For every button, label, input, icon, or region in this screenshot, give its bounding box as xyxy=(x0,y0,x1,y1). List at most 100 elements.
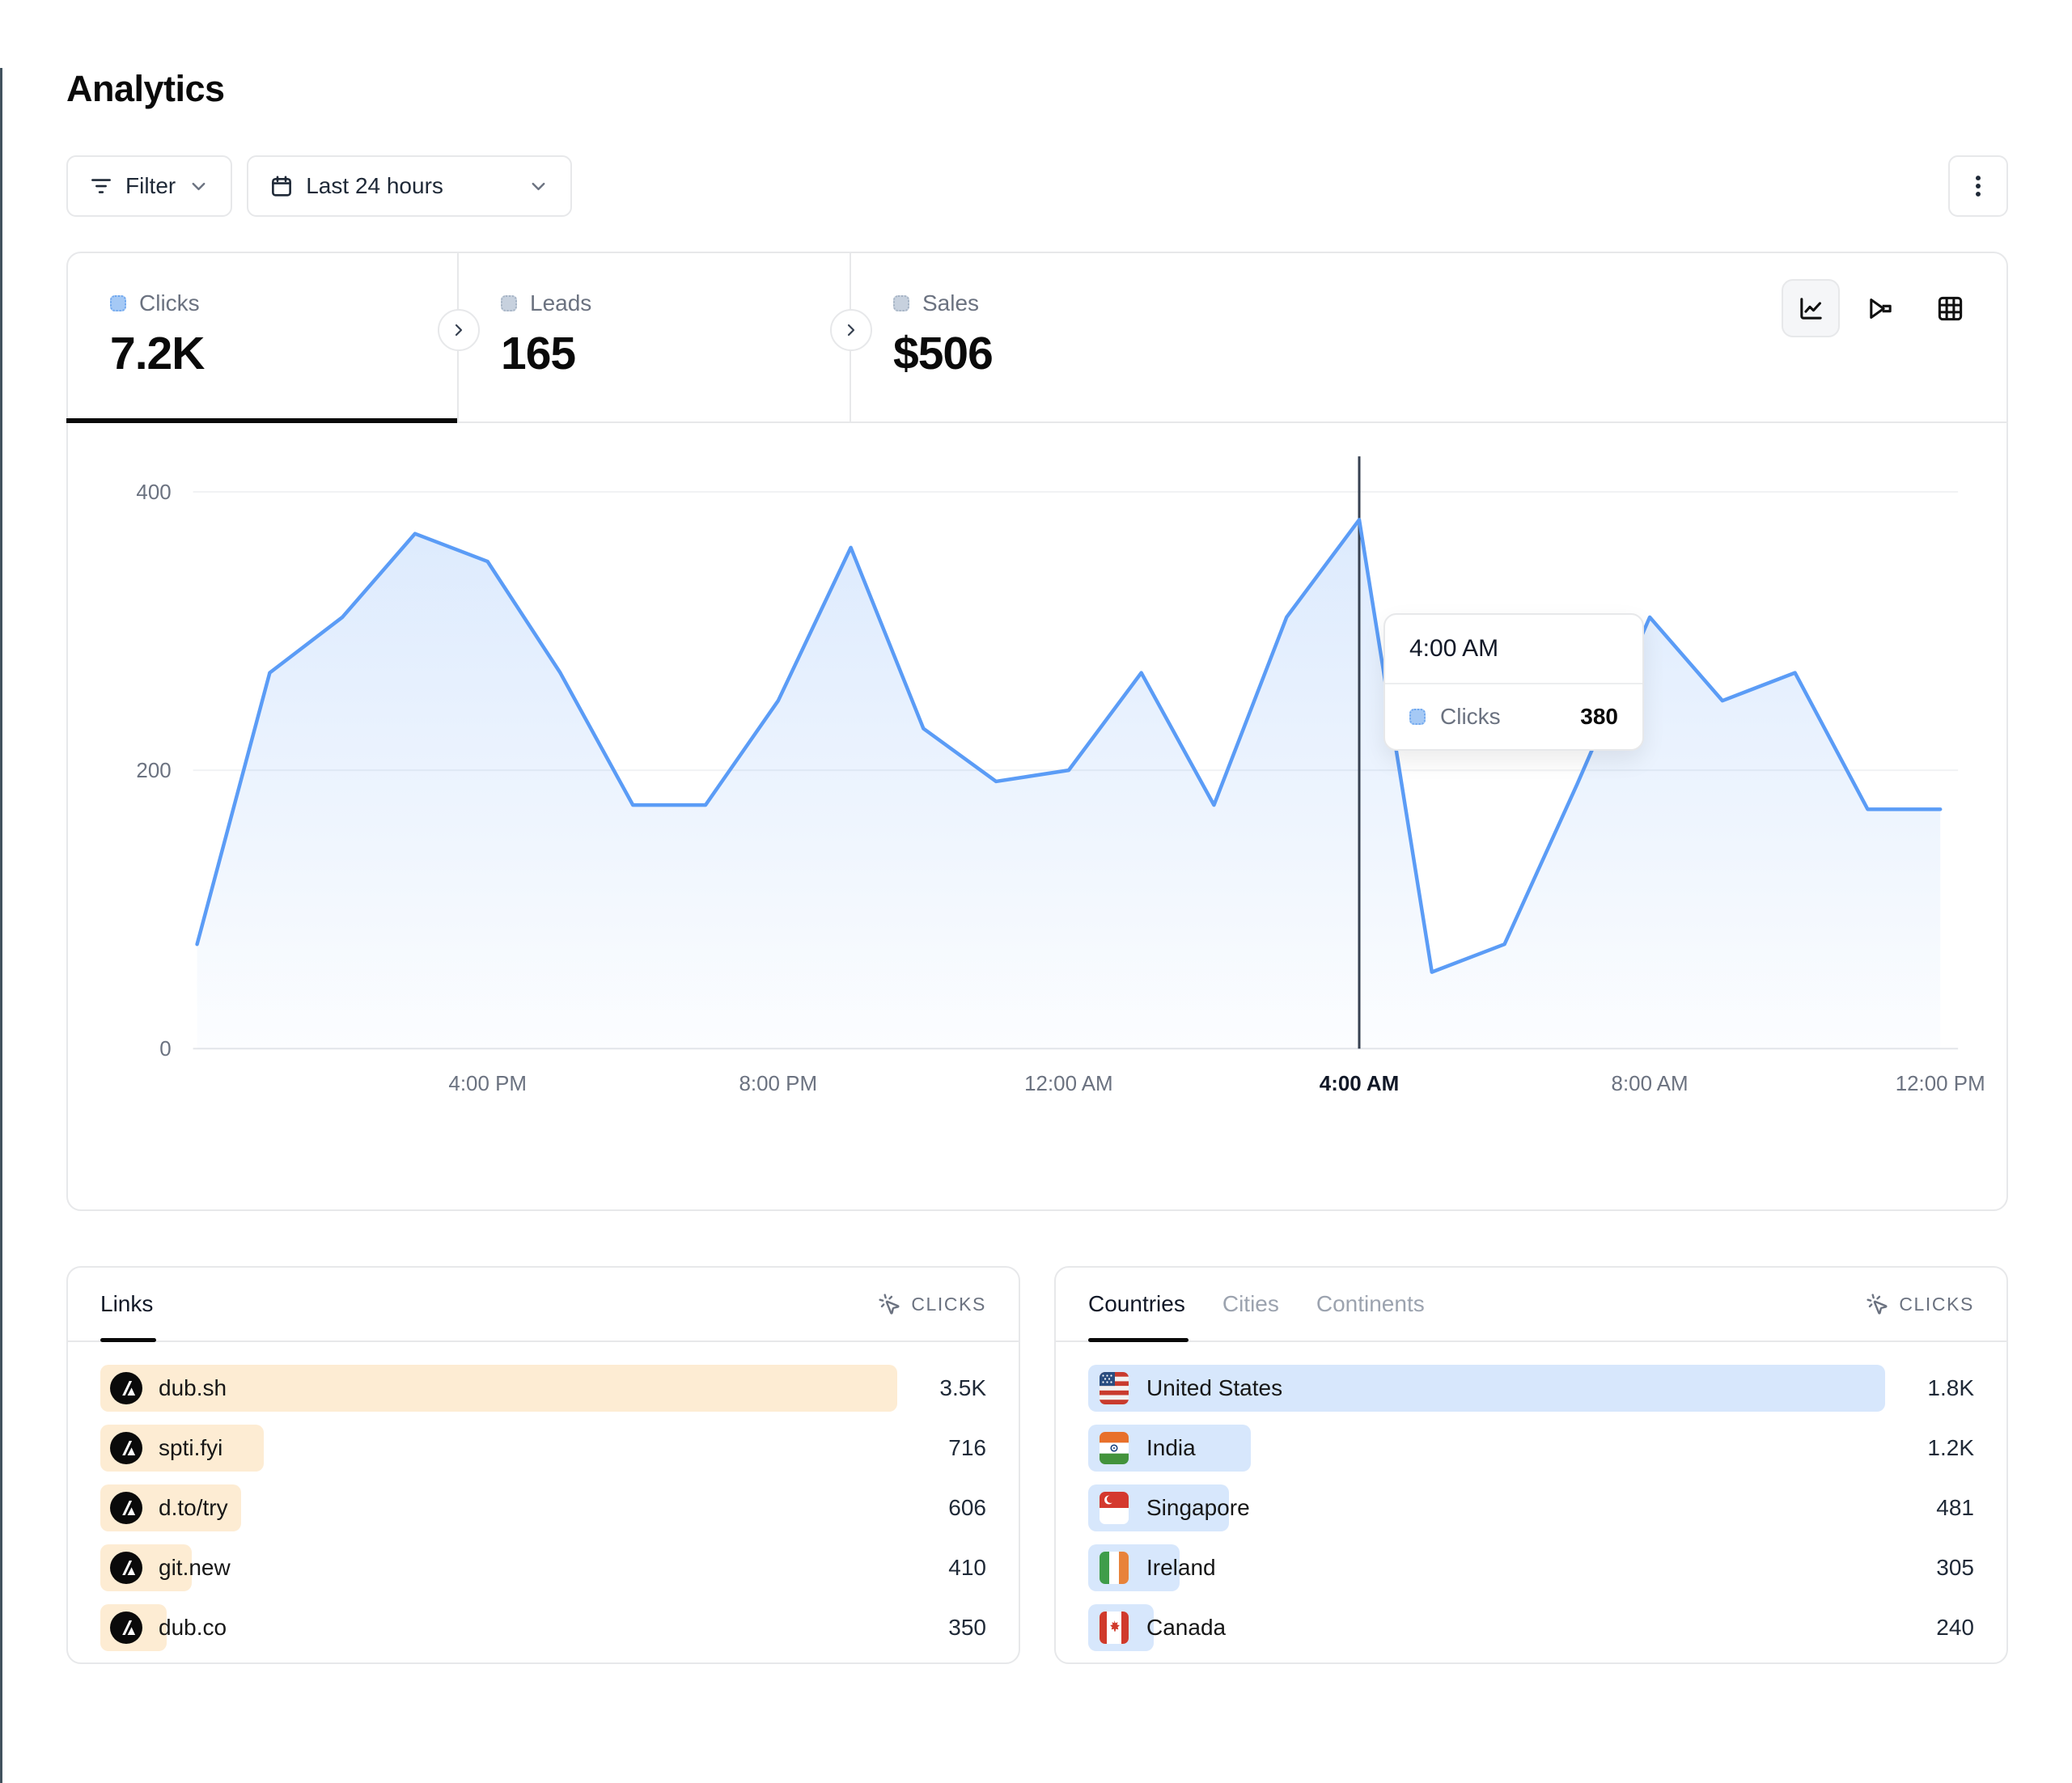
line-chart-view-button[interactable] xyxy=(1782,279,1840,337)
clicks-series-swatch xyxy=(110,295,126,311)
link-label: spti.fyi xyxy=(159,1435,223,1460)
metric-label: CLICKS xyxy=(1899,1293,1974,1315)
svg-text:4:00 PM: 4:00 PM xyxy=(448,1073,527,1095)
geo-panel-header: Countries Cities Continents CLICKS xyxy=(1056,1268,2006,1342)
country-row[interactable]: Singapore 481 xyxy=(1088,1484,1974,1531)
link-row[interactable]: spti.fyi 716 xyxy=(100,1425,986,1472)
metric-label: CLICKS xyxy=(911,1293,986,1315)
dub-logo-icon xyxy=(110,1552,142,1584)
link-row[interactable]: git.new 410 xyxy=(100,1544,986,1591)
clicks-area-chart[interactable]: 0 200 400 4:00 PM 8:00 PM 12:00 AM 4:00 AM 8:00… xyxy=(68,423,2006,1209)
more-options-button[interactable] xyxy=(1948,155,2008,217)
country-label: Ireland xyxy=(1146,1555,1216,1580)
stat-tab-clicks[interactable]: Clicks 7.2K xyxy=(66,253,459,423)
link-label: dub.sh xyxy=(159,1375,227,1400)
date-range-button[interactable]: Last 24 hours xyxy=(247,155,573,217)
dub-logo-icon xyxy=(110,1372,142,1404)
expand-sales-button[interactable] xyxy=(830,309,872,351)
country-label: Singapore xyxy=(1146,1495,1250,1520)
line-chart-icon xyxy=(1799,297,1822,320)
stat-value: $506 xyxy=(893,328,994,379)
calendar-icon xyxy=(272,176,292,197)
links-panel-header: Links CLICKS xyxy=(68,1268,1019,1342)
tab-cities[interactable]: Cities xyxy=(1222,1291,1279,1316)
funnel-icon xyxy=(1869,298,1892,319)
cursor-click-icon xyxy=(879,1293,900,1315)
country-label: India xyxy=(1146,1435,1196,1460)
links-list: dub.sh 3.5K spti.fyi 716 d.to/try 606 git.new 4… xyxy=(68,1342,1019,1651)
value-bar xyxy=(100,1365,897,1412)
screen-edge-divider xyxy=(0,68,2,1783)
clicks-value: 606 xyxy=(948,1495,986,1520)
filter-lines-icon xyxy=(91,179,111,193)
chevron-down-icon xyxy=(192,182,206,190)
country-row[interactable]: Canada 240 xyxy=(1088,1604,1974,1651)
clicks-value: 305 xyxy=(1936,1555,1974,1580)
link-row[interactable]: dub.sh 3.5K xyxy=(100,1365,986,1412)
flag-us-icon xyxy=(1098,1372,1130,1404)
geo-panel: Countries Cities Continents CLICKS Unite… xyxy=(1054,1266,2008,1664)
clicks-value: 1.2K xyxy=(1927,1435,1974,1460)
clicks-chart[interactable]: 0 200 400 4:00 PM 8:00 PM 12:00 AM 4:00 AM 8:00… xyxy=(68,423,2006,1209)
cursor-click-icon xyxy=(1866,1293,1888,1315)
svg-text:4:00 AM: 4:00 AM xyxy=(1320,1073,1399,1095)
link-label: dub.co xyxy=(159,1615,227,1640)
analytics-page: Analytics Filter Last 24 hours Clicks 7.… xyxy=(0,68,2072,1664)
clicks-value: 716 xyxy=(948,1435,986,1460)
country-row[interactable]: Ireland 305 xyxy=(1088,1544,1974,1591)
links-metric-header[interactable]: CLICKS xyxy=(878,1293,986,1316)
country-row[interactable]: United States 1.8K xyxy=(1088,1365,1974,1412)
date-range-label: Last 24 hours xyxy=(306,173,443,198)
dub-logo-icon xyxy=(110,1492,142,1524)
funnel-view-button[interactable] xyxy=(1851,279,1909,337)
link-row[interactable]: dub.co 350 xyxy=(100,1604,986,1651)
svg-text:12:00 PM: 12:00 PM xyxy=(1896,1073,1985,1095)
country-label: United States xyxy=(1146,1375,1283,1400)
svg-text:200: 200 xyxy=(136,760,171,782)
stat-tab-leads[interactable]: Leads 165 xyxy=(459,253,851,421)
dub-logo-icon xyxy=(110,1611,142,1644)
tooltip-time: 4:00 AM xyxy=(1385,615,1642,684)
stat-label: Leads xyxy=(530,290,592,316)
svg-text:12:00 AM: 12:00 AM xyxy=(1024,1073,1113,1095)
stat-tab-sales[interactable]: Sales $506 xyxy=(851,253,2006,421)
clicks-series-swatch xyxy=(1409,709,1426,725)
page-title: Analytics xyxy=(66,68,225,109)
filter-button[interactable]: Filter xyxy=(66,155,233,217)
chart-tooltip: 4:00 AM Clicks 380 xyxy=(1383,613,1644,751)
analytics-card: Clicks 7.2K Leads 165 Sales $506 xyxy=(66,252,2008,1211)
table-view-button[interactable] xyxy=(1921,279,1979,337)
flag-in-icon xyxy=(1098,1432,1130,1464)
chart-type-switcher xyxy=(1782,279,1979,337)
flag-ie-icon xyxy=(1098,1552,1130,1584)
clicks-value: 240 xyxy=(1936,1615,1974,1640)
country-row[interactable]: India 1.2K xyxy=(1088,1425,1974,1472)
dub-logo-icon xyxy=(110,1432,142,1464)
clicks-value: 350 xyxy=(948,1615,986,1640)
tab-countries[interactable]: Countries xyxy=(1088,1268,1189,1342)
link-label: git.new xyxy=(159,1555,231,1580)
leads-series-swatch xyxy=(501,295,517,311)
filter-button-label: Filter xyxy=(125,173,176,198)
value-bar xyxy=(1088,1365,1885,1412)
country-label: Canada xyxy=(1146,1615,1227,1640)
expand-leads-button[interactable] xyxy=(438,309,480,351)
stat-label: Sales xyxy=(922,290,980,316)
link-row[interactable]: d.to/try 606 xyxy=(100,1484,986,1531)
kebab-menu-icon xyxy=(1976,176,1981,197)
stat-value: 7.2K xyxy=(110,328,205,379)
tab-continents[interactable]: Continents xyxy=(1316,1291,1425,1316)
stats-tabs-row: Clicks 7.2K Leads 165 Sales $506 xyxy=(66,253,2006,423)
svg-text:400: 400 xyxy=(136,481,171,504)
chevron-down-icon xyxy=(532,182,545,190)
clicks-value: 481 xyxy=(1936,1495,1974,1520)
stat-value: 165 xyxy=(501,328,576,379)
geo-metric-header[interactable]: CLICKS xyxy=(1866,1293,1974,1316)
svg-text:8:00 PM: 8:00 PM xyxy=(739,1073,818,1095)
tab-links[interactable]: Links xyxy=(100,1268,157,1342)
toolbar: Filter Last 24 hours xyxy=(66,155,2008,217)
clicks-value: 410 xyxy=(948,1555,986,1580)
flag-ca-icon xyxy=(1098,1611,1130,1644)
clicks-value: 3.5K xyxy=(939,1375,986,1400)
countries-list: United States 1.8K India 1.2K Singapore 481 Ir… xyxy=(1056,1342,2006,1651)
